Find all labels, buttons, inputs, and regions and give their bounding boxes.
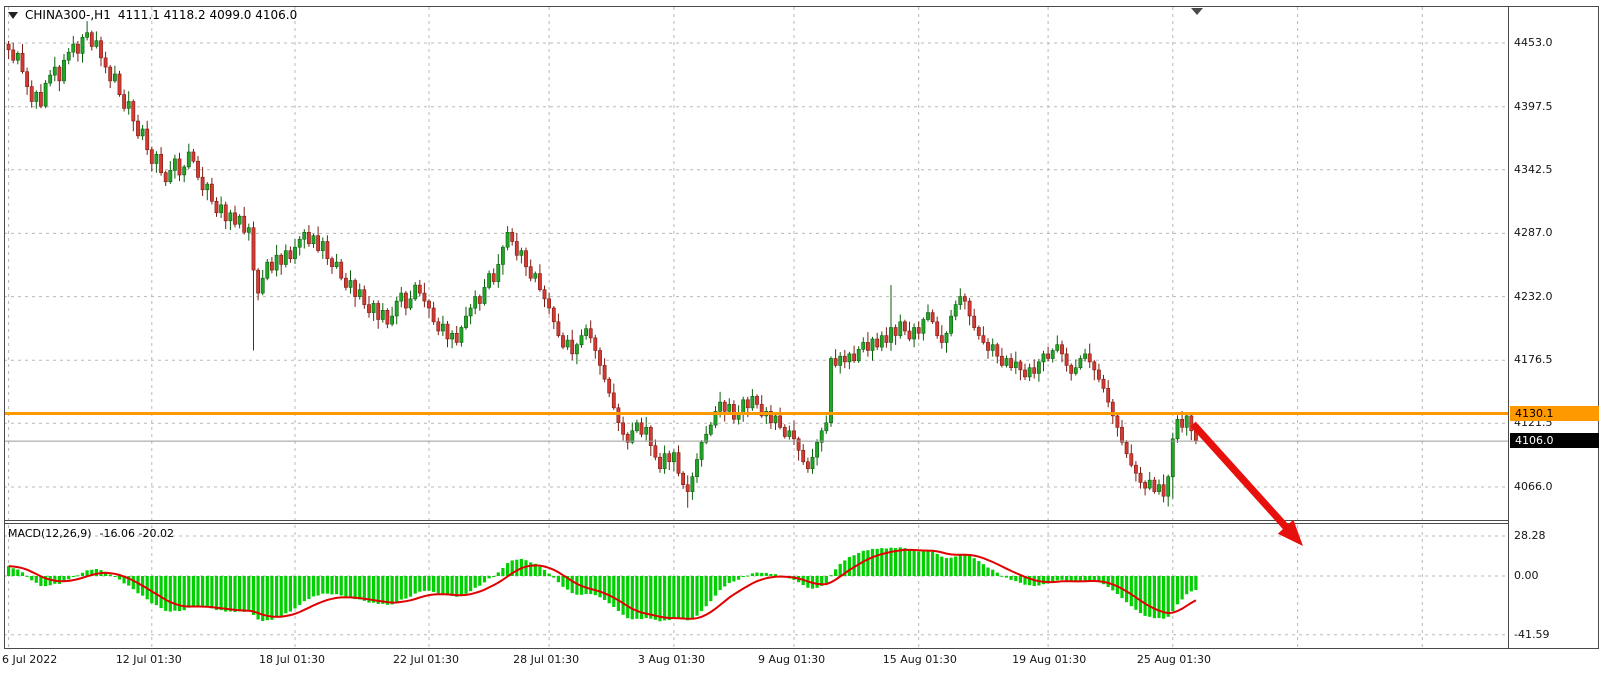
macd-axis-label: -41.59 — [1514, 627, 1550, 641]
price-axis-label: 4176.5 — [1514, 353, 1553, 367]
bid-price-tag: 4106.0 — [1510, 433, 1599, 448]
symbol-ohlc: 4111.1 4118.2 4099.0 4106.0 — [117, 8, 298, 22]
price-axis-label: 4287.0 — [1514, 226, 1553, 240]
macd-indicator-label: MACD(12,26,9) -16.06 -20.02 — [8, 527, 174, 540]
time-axis-label: 3 Aug 01:30 — [637, 653, 706, 666]
symbol-title: CHINA300-,H1 — [25, 8, 111, 22]
time-axis-label: 22 Jul 01:30 — [393, 653, 459, 666]
price-axis-label: 4066.0 — [1514, 480, 1553, 493]
hline-price-tag: 4130.1 — [1510, 406, 1599, 421]
chart-shift-marker-icon[interactable] — [1191, 8, 1203, 15]
time-axis-label: 9 Aug 01:30 — [758, 653, 826, 666]
macd-title: MACD(12,26,9) — [8, 527, 92, 540]
candlestick-series — [6, 21, 1198, 508]
time-axis-label: 28 Jul 01:30 — [513, 653, 580, 666]
time-axis-label: 12 Jul 01:30 — [115, 653, 182, 666]
price-axis-label: 4453.0 — [1514, 36, 1553, 49]
price-axis-label: 4397.5 — [1514, 99, 1553, 113]
macd-axis-label: 28.28 — [1514, 529, 1546, 543]
gridlines — [4, 7, 1508, 648]
time-axis-label: 18 Jul 01:30 — [259, 653, 325, 666]
time-axis-label: 19 Aug 01:30 — [1012, 653, 1087, 666]
macd-values: -16.06 -20.02 — [99, 527, 174, 540]
price-axis-label: 4232.0 — [1514, 289, 1553, 303]
symbol-marker-icon — [8, 11, 18, 19]
macd-signal-line — [8, 548, 1197, 620]
time-axis-label: 25 Aug 01:30 — [1136, 653, 1211, 666]
time-axis-label: 15 Aug 01:30 — [882, 653, 957, 666]
trend-arrow-annotation[interactable] — [1190, 421, 1303, 546]
chart-header: CHINA300-,H1 4111.1 4118.2 4099.0 4106.0 — [8, 8, 297, 22]
time-axis-label: 6 Jul 2022 — [2, 653, 58, 666]
macd-axis-label: 0.00 — [1514, 569, 1539, 582]
macd-histogram — [7, 547, 1198, 622]
price-axis-label: 4342.5 — [1514, 162, 1553, 176]
